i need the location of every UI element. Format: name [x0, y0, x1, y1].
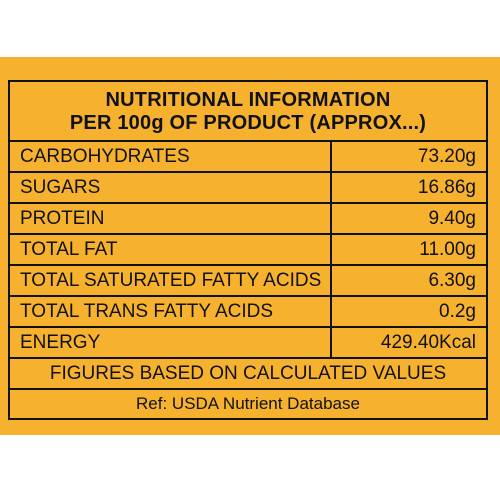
table-row-energy: ENERGY 429.40Kcal: [10, 328, 486, 359]
nutrient-value: 0.2g: [439, 301, 476, 322]
calculation-note: FIGURES BASED ON CALCULATED VALUES: [10, 359, 486, 390]
table-row-trans-fat: TOTAL TRANS FATTY ACIDS 0.2g: [10, 297, 486, 328]
nutrient-value: 73.20g: [417, 146, 476, 167]
title-line-2: PER 100g OF PRODUCT (APPROX...): [69, 112, 427, 134]
table-row-protein: PROTEIN 9.40g: [10, 204, 486, 235]
nutrient-value: 9.40g: [428, 208, 476, 229]
table-row-carbohydrates: CARBOHYDRATES 73.20g: [10, 142, 486, 173]
nutrient-name: CARBOHYDRATES: [10, 142, 332, 171]
reference-note: Ref: USDA Nutrient Database: [136, 394, 360, 413]
table-header: NUTRITIONAL INFORMATION PER 100g OF PROD…: [10, 82, 486, 142]
table-row-sugars: SUGARS 16.86g: [10, 173, 486, 204]
nutrient-name: SUGARS: [10, 173, 332, 202]
nutrient-value: 6.30g: [428, 270, 476, 291]
nutrient-name: TOTAL TRANS FATTY ACIDS: [10, 297, 332, 326]
nutrient-name: PROTEIN: [10, 204, 332, 233]
nutrient-value: 11.00g: [419, 239, 476, 260]
table-row-saturated-fat: TOTAL SATURATED FATTY ACIDS 6.30g: [10, 266, 486, 297]
nutrient-name: ENERGY: [10, 328, 332, 357]
title-line-1: NUTRITIONAL INFORMATION: [105, 89, 391, 111]
nutrient-value: 429.40Kcal: [380, 332, 476, 353]
label-background: [0, 57, 500, 435]
nutrient-value: 16.86g: [417, 177, 476, 198]
table-row-total-fat: TOTAL FAT 11.00g: [10, 235, 486, 266]
nutrient-name: TOTAL SATURATED FATTY ACIDS: [10, 266, 332, 295]
nutrient-name: TOTAL FAT: [10, 235, 332, 264]
nutrition-table: NUTRITIONAL INFORMATION PER 100g OF PROD…: [8, 80, 488, 420]
